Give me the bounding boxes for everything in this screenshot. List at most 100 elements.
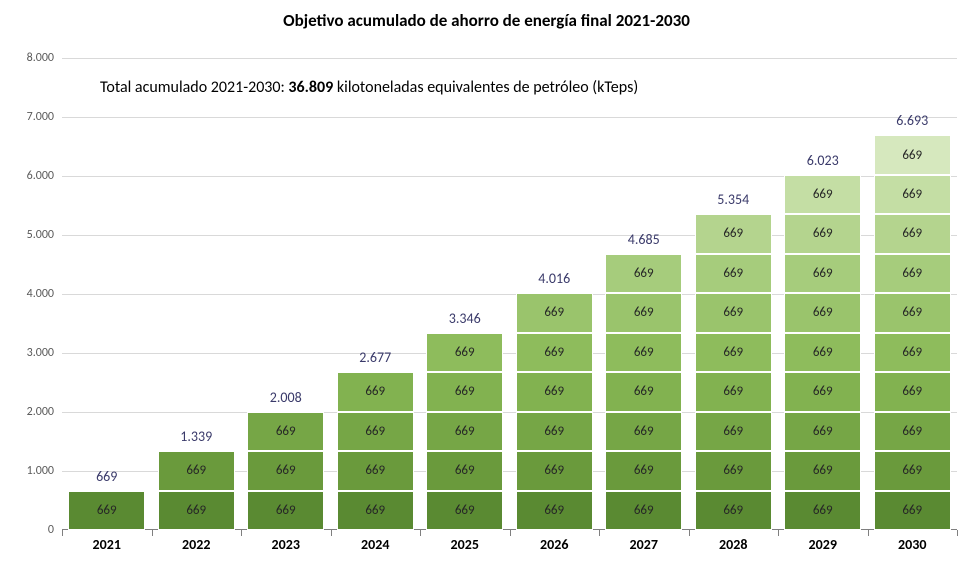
segment-label: 669 bbox=[544, 384, 564, 399]
segment-label: 669 bbox=[455, 345, 475, 360]
segment-label: 669 bbox=[813, 424, 833, 439]
bar-segment: 669 bbox=[695, 254, 772, 293]
bar-segment: 669 bbox=[695, 372, 772, 411]
x-tick bbox=[510, 530, 511, 536]
bar-segment: 669 bbox=[874, 491, 951, 530]
bar-segment: 669 bbox=[874, 214, 951, 253]
bar-segment: 669 bbox=[784, 372, 861, 411]
chart-area: 01.0002.0003.0004.0005.0006.0007.0008.00… bbox=[62, 58, 957, 530]
segment-label: 669 bbox=[723, 266, 743, 281]
segment-label: 669 bbox=[723, 424, 743, 439]
bar-segment: 669 bbox=[605, 491, 682, 530]
bar-segment: 669 bbox=[784, 333, 861, 372]
segment-label: 669 bbox=[723, 226, 743, 241]
x-tick-label: 2025 bbox=[451, 530, 479, 553]
bar-segment: 669 bbox=[874, 412, 951, 451]
segment-label: 669 bbox=[365, 503, 385, 518]
bar-segment: 669 bbox=[516, 491, 593, 530]
bar-segment: 669 bbox=[426, 491, 503, 530]
x-tick bbox=[599, 530, 600, 536]
segment-label: 669 bbox=[544, 345, 564, 360]
segment-label: 669 bbox=[902, 226, 922, 241]
bar-segment: 669 bbox=[605, 254, 682, 293]
annotation-prefix: Total acumulado 2021-2030: bbox=[100, 78, 288, 97]
segment-label: 669 bbox=[813, 384, 833, 399]
bar-segment: 669 bbox=[516, 333, 593, 372]
x-tick-label: 2023 bbox=[272, 530, 300, 553]
bar-column: 669669 bbox=[68, 491, 145, 530]
y-tick-label: 8.000 bbox=[27, 51, 62, 65]
y-tick-label: 4.000 bbox=[27, 287, 62, 301]
bar-segment: 669 bbox=[874, 254, 951, 293]
bar-segment: 669 bbox=[158, 491, 235, 530]
segment-label: 669 bbox=[902, 187, 922, 202]
segment-label: 669 bbox=[813, 463, 833, 478]
bar-segment: 669 bbox=[516, 372, 593, 411]
x-tick-label: 2027 bbox=[630, 530, 658, 553]
y-tick-label: 3.000 bbox=[27, 346, 62, 360]
x-tick-label: 2026 bbox=[540, 530, 568, 553]
bar-segment: 669 bbox=[874, 293, 951, 332]
y-tick-label: 5.000 bbox=[27, 228, 62, 242]
bar-column: 6696696696696696696696695.354 bbox=[695, 214, 772, 530]
segment-label: 669 bbox=[902, 148, 922, 163]
segment-label: 669 bbox=[723, 384, 743, 399]
bar-segment: 669 bbox=[605, 372, 682, 411]
bar-segment: 669 bbox=[695, 412, 772, 451]
bar-segment: 669 bbox=[874, 135, 951, 174]
y-tick-label: 1.000 bbox=[27, 464, 62, 478]
segment-label: 669 bbox=[544, 424, 564, 439]
segment-label: 669 bbox=[723, 345, 743, 360]
bar-column: 6696696696696696696696696696696.693 bbox=[874, 135, 951, 530]
bar-segment: 669 bbox=[605, 333, 682, 372]
segment-label: 669 bbox=[455, 384, 475, 399]
bar-segment: 669 bbox=[695, 491, 772, 530]
bar-segment: 669 bbox=[605, 412, 682, 451]
bar-column: 6696696696692.677 bbox=[337, 372, 414, 530]
x-tick bbox=[152, 530, 153, 536]
segment-label: 669 bbox=[813, 345, 833, 360]
bar-segment: 669 bbox=[695, 214, 772, 253]
bar-segment: 669 bbox=[516, 293, 593, 332]
bar-column: 6696691.339 bbox=[158, 451, 235, 530]
annotation-value: 36.809 bbox=[288, 78, 333, 97]
x-tick bbox=[778, 530, 779, 536]
bar-segment: 669 bbox=[426, 412, 503, 451]
segment-label: 669 bbox=[544, 463, 564, 478]
segment-label: 669 bbox=[813, 226, 833, 241]
y-tick-label: 0 bbox=[48, 523, 62, 537]
x-tick bbox=[868, 530, 869, 536]
annotation-suffix: kilotoneladas equivalentes de petróleo (… bbox=[333, 78, 638, 97]
segment-label: 669 bbox=[634, 305, 654, 320]
segment-label: 669 bbox=[634, 503, 654, 518]
bar-segment: 669 bbox=[784, 412, 861, 451]
bar-column: 6696696696696693.346 bbox=[426, 333, 503, 530]
x-tick-label: 2030 bbox=[898, 530, 926, 553]
bar-segment: 669 bbox=[695, 293, 772, 332]
bar-segment: 669 bbox=[426, 372, 503, 411]
segment-label: 669 bbox=[902, 424, 922, 439]
bar-total-label: 4.685 bbox=[628, 231, 660, 248]
segment-label: 669 bbox=[813, 187, 833, 202]
x-tick bbox=[241, 530, 242, 536]
x-tick bbox=[62, 530, 63, 536]
bar-segment: 669 bbox=[695, 333, 772, 372]
bar-column: 6696696696696696694.016 bbox=[516, 293, 593, 530]
segment-label: 669 bbox=[634, 266, 654, 281]
x-tick bbox=[331, 530, 332, 536]
bar-segment: 669 bbox=[516, 412, 593, 451]
segment-label: 669 bbox=[276, 463, 296, 478]
x-tick-label: 2029 bbox=[809, 530, 837, 553]
bar-segment: 669 bbox=[874, 333, 951, 372]
bar-segment: 669 bbox=[784, 254, 861, 293]
x-tick bbox=[689, 530, 690, 536]
segment-label: 669 bbox=[634, 463, 654, 478]
segment-label: 669 bbox=[544, 503, 564, 518]
segment-label: 669 bbox=[634, 345, 654, 360]
segment-label: 669 bbox=[902, 266, 922, 281]
bar-total-label: 2.008 bbox=[270, 389, 302, 406]
segment-label: 669 bbox=[902, 345, 922, 360]
bar-segment: 669 bbox=[784, 214, 861, 253]
bar-total-label: 4.016 bbox=[538, 270, 570, 287]
bar-total-label: 3.346 bbox=[449, 310, 481, 327]
